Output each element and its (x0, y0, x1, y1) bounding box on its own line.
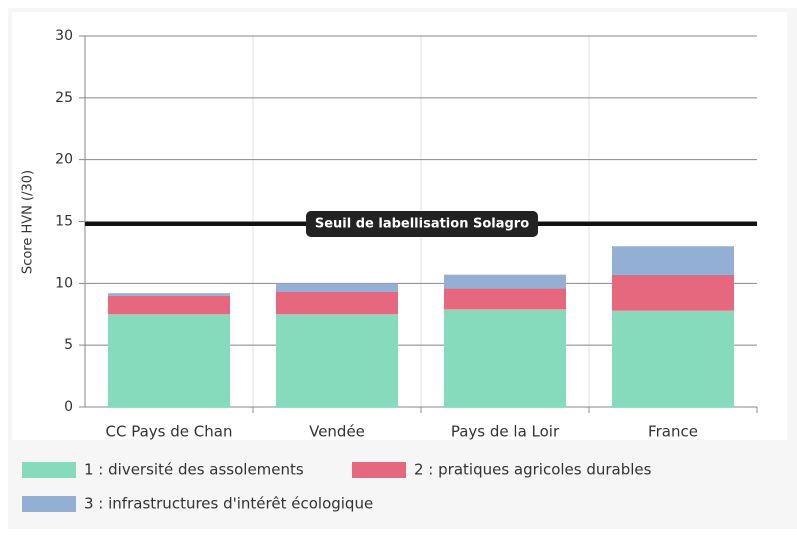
bar-segment (444, 288, 566, 310)
bar-segment (444, 309, 566, 407)
y-tick-label: 20 (55, 152, 73, 168)
x-tick-label: France (648, 423, 698, 441)
legend-swatch (22, 496, 76, 512)
bar-segment (276, 291, 398, 315)
y-tick-label: 15 (55, 214, 73, 230)
legend-label: 2 : pratiques agricoles durables (414, 461, 652, 479)
bar-segment (444, 274, 566, 289)
y-tick-label: 0 (64, 399, 73, 415)
bar-segment (276, 314, 398, 407)
legend-label: 1 : diversité des assolements (84, 461, 304, 479)
x-tick-label: CC Pays de Chan (106, 423, 233, 441)
y-tick-label: 30 (55, 28, 73, 44)
x-tick-label: Pays de la Loir (451, 423, 560, 441)
bar-segment (108, 314, 230, 407)
threshold-label: Seuil de labellisation Solagro (315, 216, 529, 231)
bar-segment (276, 283, 398, 292)
x-tick-label: Vendée (309, 423, 365, 441)
y-tick-label: 25 (55, 90, 73, 106)
bar-segment (108, 295, 230, 315)
y-tick-label: 10 (55, 275, 73, 291)
legend-swatch (22, 462, 76, 478)
bar-segment (612, 310, 734, 407)
bar-segment (612, 274, 734, 311)
bar-segment (612, 246, 734, 275)
threshold-label-bg (306, 210, 538, 237)
y-tick-label: 5 (64, 337, 73, 353)
bar-segment (108, 293, 230, 296)
legend-label: 3 : infrastructures d'intérêt écologique (84, 495, 373, 513)
y-axis-label: Score HVN (/30) (21, 170, 36, 274)
legend-swatch (352, 462, 406, 478)
